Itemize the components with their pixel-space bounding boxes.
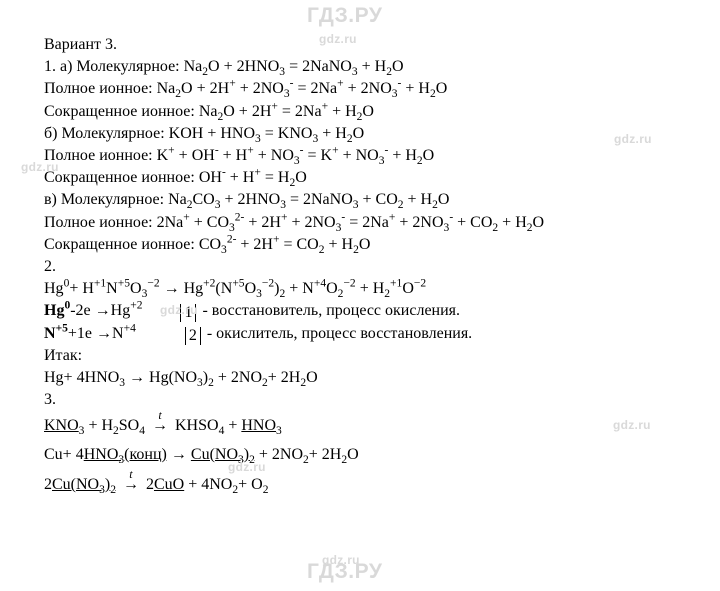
line-3: 3. [44, 389, 704, 411]
line-1a-mol: 1. а) Молекулярное: Na2O + 2HNO3 = 2NaNO… [44, 56, 704, 78]
heat-arrow-icon: t→ [123, 474, 139, 496]
line-variant: Вариант 3. [44, 34, 704, 56]
line-3-eq1: KNO3 + H2SO4 t→ KHSO4 + HNO3 [44, 415, 704, 437]
line-2-final: Hg+ 4HNO3 → Hg(NO3)2 + 2NO2+ 2H2O [44, 367, 704, 389]
line-1b-short: Сокращенное ионное: OH- + H+ = H2O [44, 167, 704, 189]
line-3-eq2: Cu+ 4HNO3(конц) → Cu(NO3)2 + 2NO2+ 2H2O [44, 444, 704, 466]
line-2-n: N+5+1e →N+42 - окислитель, процесс восст… [44, 323, 704, 345]
watermark-small: gdz.ru [322, 553, 360, 567]
line-1a-full: Полное ионное: Na2O + 2H+ + 2NO3- = 2Na+… [44, 78, 704, 100]
heat-arrow-icon: t→ [152, 415, 168, 437]
line-1b-full: Полное ионное: K+ + OH- + H+ + NO3- = K+… [44, 145, 704, 167]
line-1v-short: Сокращенное ионное: CO32- + 2H+ = CO2 + … [44, 234, 704, 256]
line-1v-mol: в) Молекулярное: Na2CO3 + 2HNO3 = 2NaNO3… [44, 189, 704, 211]
line-2-hg: Hg0-2e →Hg+21 - восстановитель, процесс … [44, 300, 704, 322]
line-2: 2. [44, 256, 704, 278]
line-itak: Итак: [44, 345, 704, 367]
line-1v-full: Полное ионное: 2Na+ + CO32- + 2H+ + 2NO3… [44, 212, 704, 234]
coef-bar-2: 2 [185, 327, 201, 345]
line-1b-mol: б) Молекулярное: KOH + HNO3 = KNO3 + H2O [44, 123, 704, 145]
coef-bar-1: 1 [180, 304, 196, 322]
watermark-big: ГДЗ.РУ [307, 560, 382, 584]
watermark-big: ГДЗ.РУ [307, 4, 382, 28]
answer-content: Вариант 3. 1. а) Молекулярное: Na2O + 2H… [44, 34, 704, 496]
line-3-eq3: 2Cu(NO3)2 t→ 2CuO + 4NO2+ O2 [44, 474, 704, 496]
line-2-eq: Hg0+ H+1N+5O3−2 → Hg+2(N+5O3−2)2 + N+4O2… [44, 278, 704, 300]
line-1a-short: Сокращенное ионное: Na2O + 2H+ = 2Na+ + … [44, 101, 704, 123]
